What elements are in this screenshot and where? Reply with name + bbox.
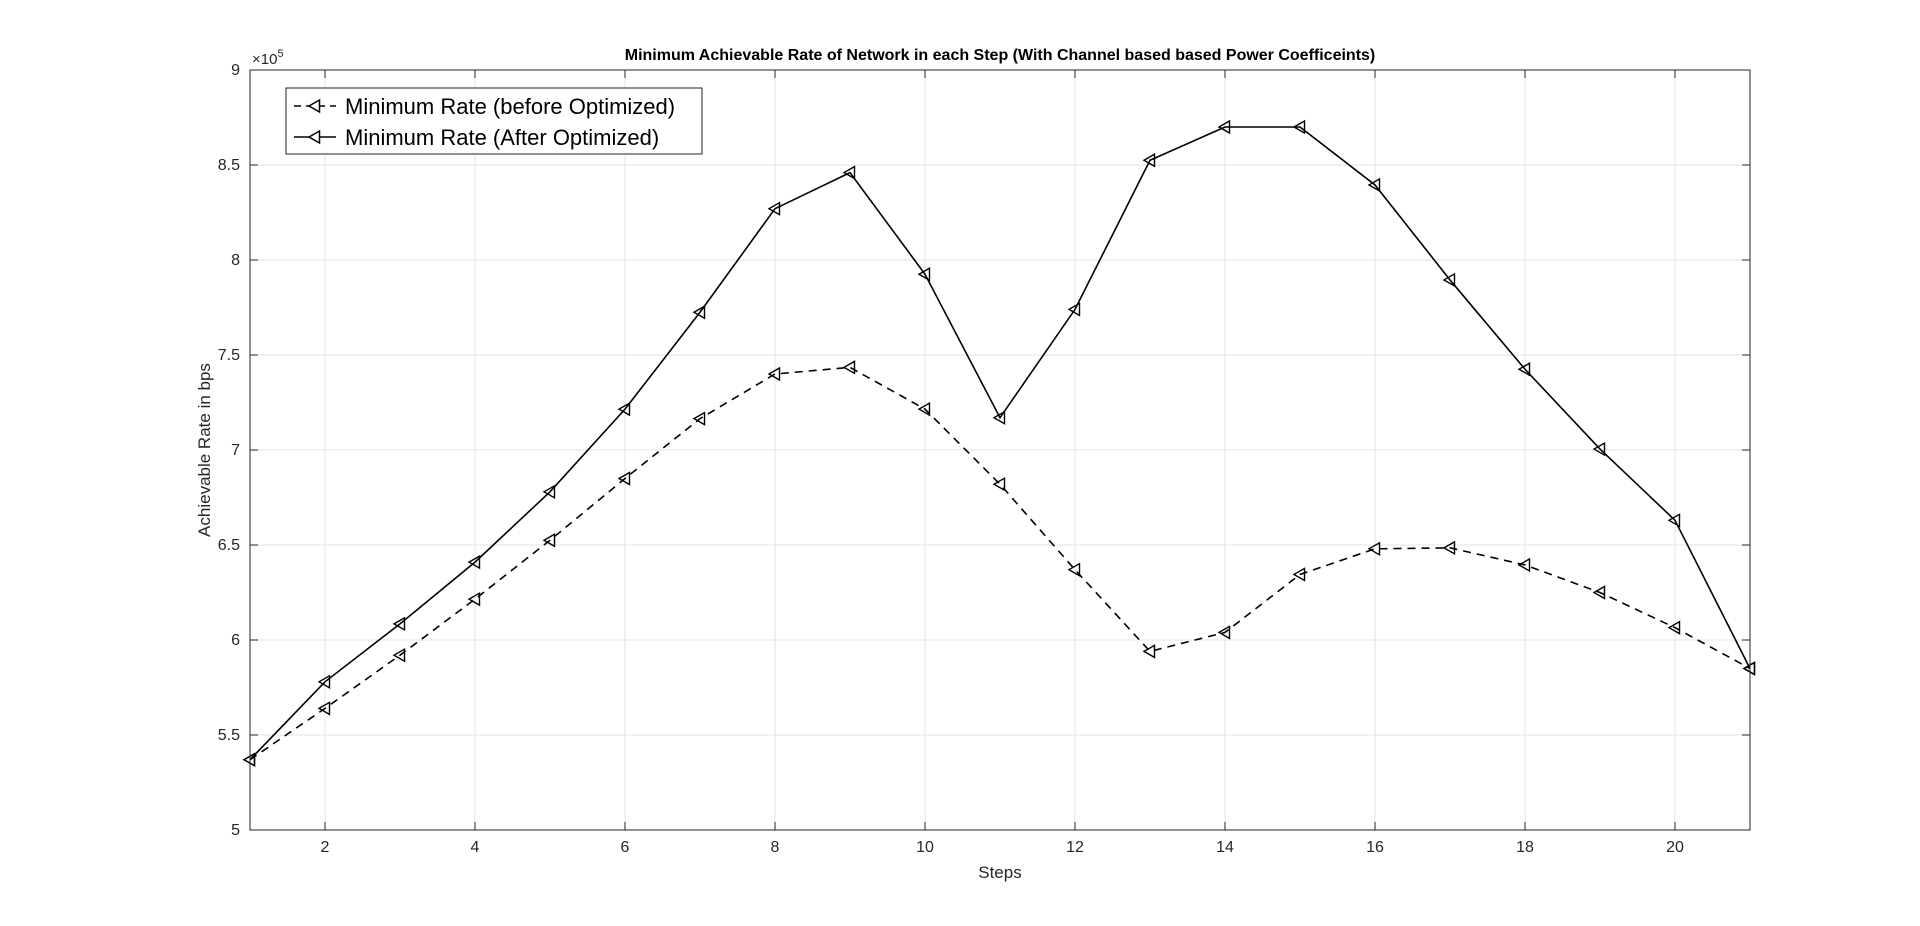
y-tick-label: 5 bbox=[231, 822, 240, 839]
series-0-point bbox=[1592, 585, 1606, 600]
series-0-point bbox=[617, 471, 631, 486]
series-layer bbox=[242, 119, 1756, 767]
series-1-point bbox=[1667, 513, 1681, 528]
series-1-point bbox=[1367, 177, 1381, 193]
series-1-point bbox=[1517, 362, 1531, 377]
legend: Minimum Rate (before Optimized) Minimum … bbox=[285, 87, 703, 155]
series-0-point bbox=[1517, 557, 1531, 573]
series-1-point bbox=[1292, 119, 1306, 135]
y-axis-exponent-power: 5 bbox=[277, 48, 283, 60]
series-1-point bbox=[767, 201, 781, 216]
series-0-point bbox=[317, 701, 331, 716]
series-0-point bbox=[467, 591, 481, 607]
series-1-point bbox=[467, 554, 481, 570]
series-1-point bbox=[692, 305, 706, 320]
series-1-point bbox=[242, 752, 256, 767]
series-0-point bbox=[692, 411, 706, 426]
series-0-point bbox=[1442, 540, 1456, 556]
series-1-point bbox=[617, 401, 631, 417]
series-0-point bbox=[767, 366, 781, 382]
x-tick-label: 20 bbox=[1666, 839, 1684, 856]
series-0-point bbox=[1667, 620, 1681, 635]
series-0-point bbox=[1142, 644, 1156, 659]
series-0-point bbox=[1217, 625, 1231, 640]
legend-marker-before-optimized bbox=[307, 98, 321, 114]
series-line-1 bbox=[249, 126, 1751, 761]
ticks: 2 4 6 8 10 12 14 16 18 20 5 5.5 6 6.5 7 7.5 8 8.5 9 bbox=[218, 62, 1750, 856]
x-tick-label: 8 bbox=[771, 839, 780, 856]
series-0-point bbox=[1367, 541, 1381, 557]
x-tick-label: 16 bbox=[1366, 839, 1384, 856]
y-axis-exponent: ×105 bbox=[252, 48, 284, 68]
series-1-point bbox=[542, 484, 556, 500]
y-tick-label: 6.5 bbox=[218, 537, 240, 554]
x-tick-label: 2 bbox=[321, 839, 330, 856]
series-1-point bbox=[1142, 153, 1156, 168]
y-tick-label: 5.5 bbox=[218, 727, 240, 744]
series-1-point bbox=[992, 410, 1006, 425]
legend-marker-after-optimized bbox=[307, 129, 321, 145]
y-tick-label: 6 bbox=[231, 632, 240, 649]
x-tick-label: 6 bbox=[621, 839, 630, 856]
y-tick-label: 7 bbox=[231, 442, 240, 459]
y-tick-label: 8 bbox=[231, 252, 240, 269]
legend-box bbox=[285, 87, 703, 155]
x-tick-label: 18 bbox=[1516, 839, 1534, 856]
series-0-point bbox=[917, 401, 931, 417]
y-axis-label: Achievable Rate in bps bbox=[195, 363, 214, 537]
series-line-0 bbox=[249, 366, 1751, 761]
series-0-point bbox=[542, 533, 556, 548]
series-0-point bbox=[1067, 562, 1081, 577]
legend-label-before-optimized: Minimum Rate (before Optimized) bbox=[345, 94, 675, 119]
series-1-point bbox=[842, 165, 856, 180]
series-1-point bbox=[917, 267, 931, 282]
x-tick-label: 4 bbox=[471, 839, 480, 856]
y-tick-label: 9 bbox=[231, 62, 240, 79]
x-tick-label: 10 bbox=[916, 839, 934, 856]
series-1-point bbox=[1217, 119, 1231, 135]
series-0-point bbox=[392, 647, 406, 663]
legend-label-after-optimized: Minimum Rate (After Optimized) bbox=[345, 125, 659, 150]
series-1-point bbox=[1592, 441, 1606, 457]
series-1-point bbox=[1742, 661, 1756, 676]
series-0-point bbox=[1292, 567, 1306, 582]
x-tick-label: 14 bbox=[1216, 839, 1234, 856]
series-1-point bbox=[1442, 272, 1456, 288]
y-tick-label: 8.5 bbox=[218, 157, 240, 174]
y-axis-exponent-base: ×10 bbox=[252, 51, 277, 68]
y-tick-label: 7.5 bbox=[218, 347, 240, 364]
series-1-point bbox=[392, 616, 406, 632]
series-1-point bbox=[317, 674, 331, 690]
chart-title: Minimum Achievable Rate of Network in ea… bbox=[625, 47, 1376, 64]
series-1-point bbox=[1067, 302, 1081, 317]
x-axis-label: Steps bbox=[978, 863, 1021, 882]
series-0-point bbox=[842, 360, 856, 375]
x-tick-label: 12 bbox=[1066, 839, 1084, 856]
series-0-point bbox=[992, 476, 1006, 492]
